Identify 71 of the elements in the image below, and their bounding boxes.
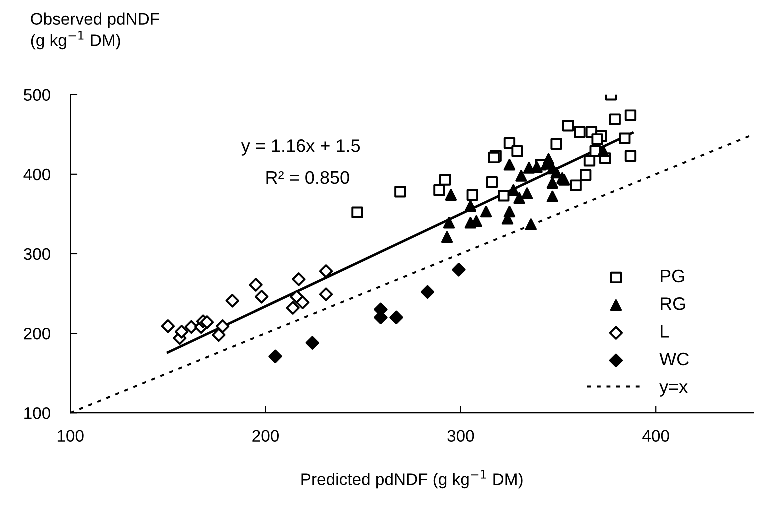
point (174, 325, 189, 339)
point (546, 177, 558, 190)
point (441, 231, 454, 244)
point (609, 114, 621, 126)
point (574, 126, 586, 138)
annotation: y = 1.16x + 1.5 (241, 140, 360, 156)
point (226, 294, 240, 308)
point (598, 146, 610, 158)
y-tick-label: 100 (24, 408, 50, 420)
point (319, 264, 334, 278)
point (546, 190, 558, 203)
point (516, 170, 528, 182)
point (550, 138, 562, 150)
x-tick-label: 300 (448, 430, 474, 442)
point (445, 189, 458, 201)
y-axis-title: Observed pdNDF (g kg$^{−1}$ DM) (31, 12, 160, 50)
point (525, 218, 538, 230)
annotation: R² = 0.850 (266, 171, 350, 184)
legend-label: RG (661, 298, 686, 310)
y-tick-label: 200 (24, 328, 50, 340)
point (184, 320, 198, 334)
point (592, 134, 604, 146)
point (570, 180, 582, 192)
legend-label: y=x (660, 384, 688, 397)
point (498, 190, 510, 202)
point (523, 162, 536, 174)
point (390, 310, 404, 324)
point (514, 192, 526, 204)
point (212, 328, 226, 342)
point (306, 336, 320, 350)
point (420, 285, 435, 300)
point (443, 217, 456, 229)
x-axis-title: Predicted pdNDF (g kg$^{−1}$ DM) (302, 470, 523, 489)
legend-label: PG (661, 270, 684, 283)
point (249, 278, 263, 292)
legend-label: WC (660, 352, 689, 366)
point (268, 350, 282, 364)
y-tick-label: 400 (24, 168, 50, 181)
point (439, 174, 452, 186)
point (508, 184, 520, 196)
point (512, 146, 524, 158)
y-tick-label: 300 (24, 248, 50, 260)
point (584, 155, 596, 167)
point (292, 272, 306, 286)
point (580, 169, 592, 182)
point (466, 189, 478, 201)
point (200, 316, 214, 330)
point (161, 320, 176, 334)
point (624, 150, 637, 162)
x-tick-label: 100 (58, 430, 84, 442)
point (619, 132, 631, 144)
point (486, 176, 498, 188)
point (624, 110, 637, 122)
point (254, 290, 269, 304)
point (521, 188, 534, 200)
y-tick-label: 500 (24, 89, 50, 102)
x-tick-label: 200 (252, 430, 280, 442)
point (480, 206, 492, 218)
x-tick-label: 400 (642, 430, 670, 442)
point (352, 206, 364, 218)
point (296, 296, 310, 310)
point (434, 184, 446, 196)
legend-label: L (661, 325, 669, 338)
point (286, 301, 300, 315)
point (562, 120, 574, 132)
point (319, 288, 334, 302)
point (464, 200, 477, 212)
point (452, 263, 466, 277)
point (216, 320, 230, 334)
point (394, 186, 406, 198)
point (504, 159, 516, 171)
